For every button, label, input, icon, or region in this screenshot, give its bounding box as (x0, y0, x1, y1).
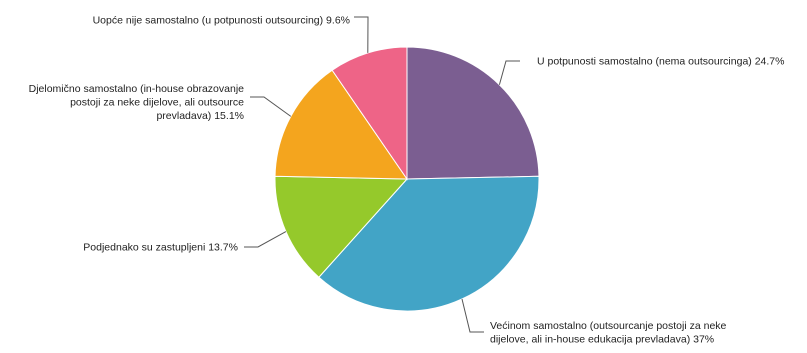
slice-label: U potpunosti samostalno (nema outsourcin… (537, 56, 784, 68)
slice-label-line: prevladava) 15.1% (156, 110, 244, 122)
slice-label-line: Uopće nije samostalno (u potpunosti outs… (93, 15, 350, 27)
leader-line (498, 60, 520, 85)
slice-label: Većinom samostalno (outsourcanje postoji… (490, 320, 727, 346)
slice-label-line: Podjednako su zastupljeni 13.7% (83, 242, 238, 254)
pie-slice (274, 175, 409, 278)
slice-label: Djelomično samostalno (in-house obrazova… (29, 83, 245, 122)
slice-label-line: Djelomično samostalno (in-house obrazova… (29, 83, 245, 95)
leader-line (244, 231, 287, 248)
slice-label-line: postoji za neke dijelove, ali outsource (70, 97, 244, 109)
slice-label: Podjednako su zastupljeni 13.7% (83, 242, 238, 254)
pie-slice (318, 175, 540, 312)
slice-label: Uopće nije samostalno (u potpunosti outs… (93, 15, 350, 27)
leader-line (354, 16, 369, 53)
slice-label-line: dijelove, ali in-house edukacija prevlad… (490, 333, 714, 345)
slice-labels: U potpunosti samostalno (nema outsourcin… (29, 15, 785, 346)
slice-label-line: U potpunosti samostalno (nema outsourcin… (537, 56, 784, 68)
leader-line (461, 298, 484, 333)
leader-lines (244, 16, 520, 333)
leader-line (250, 96, 292, 117)
pie-slice (331, 46, 408, 181)
slice-label-line: Većinom samostalno (outsourcanje postoji… (490, 320, 727, 332)
pie-slice (406, 46, 540, 180)
pie-slices (274, 46, 540, 312)
